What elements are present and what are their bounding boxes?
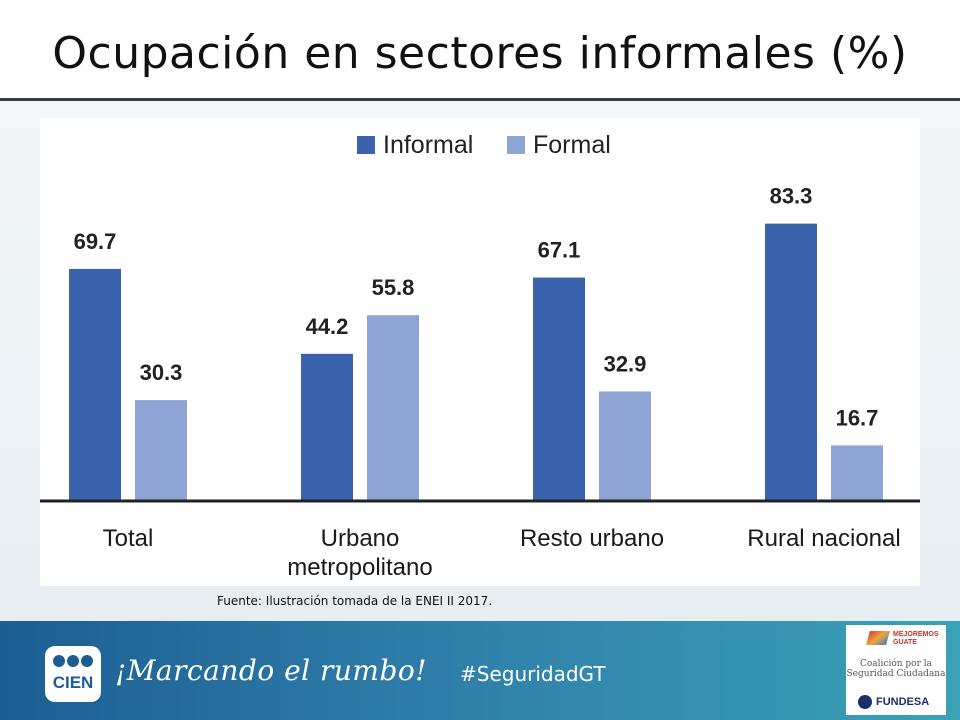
bar-chart: 69.7 30.3 Total 44.2 55.8 Urbano metropolitano… <box>40 131 920 581</box>
chart-panel: 69.7 30.3 Total 44.2 55.8 Urbano metropolitano… <box>40 118 920 586</box>
bar-formal-4 <box>831 445 883 501</box>
data-label-informal-4: 83.3 <box>770 184 813 209</box>
fundesa-icon <box>858 695 872 709</box>
footer-tagline: ¡Marcando el rumbo! <box>115 654 428 687</box>
bar-formal-2 <box>367 315 419 501</box>
logo-dots-icon <box>53 655 93 669</box>
slide-title: Ocupación en sectores informales (%) <box>52 28 908 79</box>
data-label-formal-1: 30.3 <box>140 360 183 385</box>
legend-swatch-formal <box>507 136 525 154</box>
data-label-informal-2: 44.2 <box>306 314 349 339</box>
logo-text: CIEN <box>52 673 94 692</box>
partner-org: FUNDESA <box>876 696 930 708</box>
category-label-4: Rural nacional <box>747 525 900 552</box>
cien-logo: CIEN <box>45 646 101 702</box>
title-rule <box>0 98 960 101</box>
footer-hashtag: #SeguridadGT <box>460 662 606 686</box>
footer-band <box>0 621 960 720</box>
mejoremos-guate-icon <box>866 631 890 645</box>
coalition-logo-card: MEJOREMOS GUATE Coalición por la Segurid… <box>846 625 946 715</box>
legend-swatch-informal <box>357 136 375 154</box>
category-label-1: Total <box>103 525 154 552</box>
coalition-name: Coalición por la Seguridad Ciudadana <box>846 659 946 679</box>
coalition-line-1: Coalición por la <box>859 659 932 669</box>
coalition-line-2: Seguridad Ciudadana <box>846 669 946 679</box>
partner-brand: MEJOREMOS GUATE <box>893 631 939 646</box>
data-label-formal-4: 16.7 <box>836 405 879 430</box>
data-label-formal-2: 55.8 <box>372 275 415 300</box>
data-label-formal-3: 32.9 <box>604 351 647 376</box>
data-label-informal-3: 67.1 <box>538 238 581 263</box>
category-label-3: Resto urbano <box>520 525 664 552</box>
bar-formal-1 <box>135 400 187 501</box>
bar-formal-3 <box>599 391 651 501</box>
bar-informal-3 <box>533 277 585 501</box>
source-note: Fuente: Ilustración tomada de la ENEI II… <box>217 594 493 608</box>
data-label-informal-1: 69.7 <box>74 229 117 254</box>
category-label-2: Urbano metropolitano <box>287 525 432 581</box>
legend-label-informal: Informal <box>383 131 473 159</box>
bar-informal-1 <box>69 268 121 501</box>
legend-label-formal: Formal <box>533 131 611 159</box>
bar-informal-2 <box>301 353 353 501</box>
bar-informal-4 <box>765 223 817 501</box>
